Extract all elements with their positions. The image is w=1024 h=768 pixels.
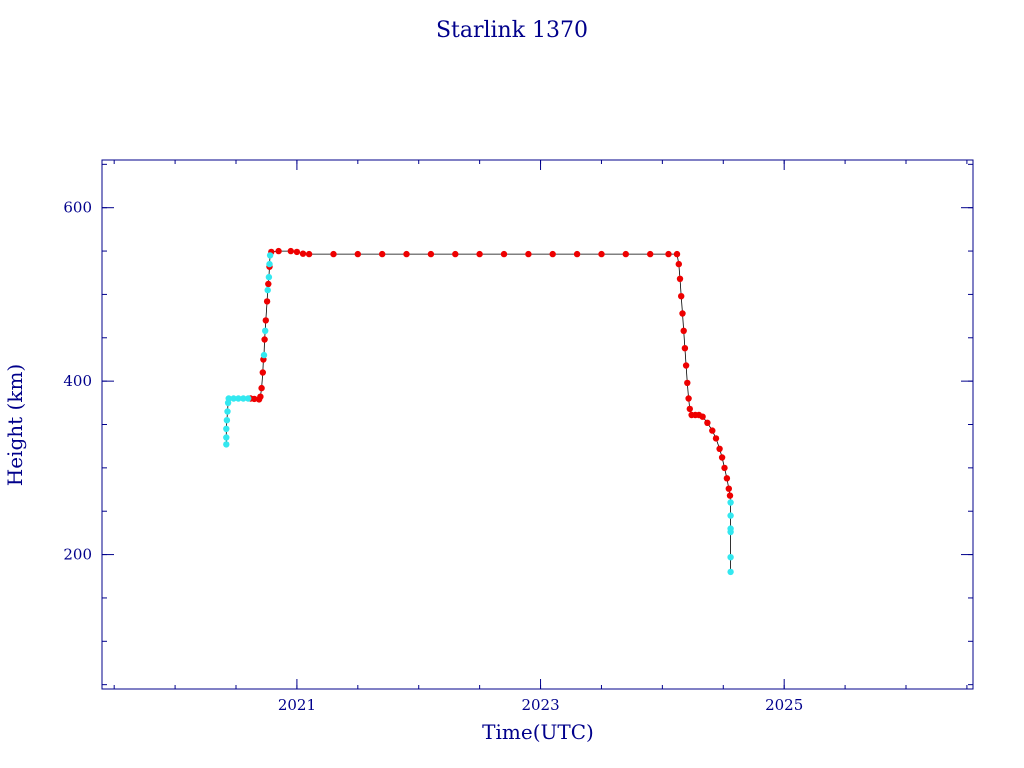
data-point bbox=[224, 417, 230, 423]
plot-border bbox=[102, 160, 973, 689]
data-point bbox=[647, 251, 653, 257]
data-point bbox=[681, 328, 687, 334]
data-point bbox=[574, 251, 580, 257]
data-point bbox=[727, 554, 733, 560]
data-point bbox=[525, 251, 531, 257]
x-axis-label: Time(UTC) bbox=[482, 720, 594, 744]
data-point bbox=[264, 298, 270, 304]
data-point bbox=[245, 395, 251, 401]
data-point bbox=[266, 261, 272, 267]
data-point bbox=[261, 352, 267, 358]
data-point bbox=[223, 434, 229, 440]
chart-title: Starlink 1370 bbox=[436, 18, 588, 43]
series-1 bbox=[223, 252, 734, 575]
data-point bbox=[716, 446, 722, 452]
data-point bbox=[262, 328, 268, 334]
data-point bbox=[727, 492, 733, 498]
data-point bbox=[685, 395, 691, 401]
data-point bbox=[266, 274, 272, 280]
data-point bbox=[288, 248, 294, 254]
data-point bbox=[260, 369, 266, 375]
data-point bbox=[452, 251, 458, 257]
data-point bbox=[727, 512, 733, 518]
minor-ticks bbox=[102, 160, 973, 689]
data-point bbox=[294, 249, 300, 255]
y-tick-label: 400 bbox=[63, 372, 92, 390]
y-tick-label: 200 bbox=[63, 546, 92, 564]
data-point bbox=[683, 362, 689, 368]
data-point bbox=[257, 394, 263, 400]
data-point bbox=[721, 465, 727, 471]
data-point bbox=[727, 529, 733, 535]
data-point bbox=[677, 276, 683, 282]
plot-frame bbox=[102, 160, 973, 689]
data-point bbox=[713, 435, 719, 441]
data-point bbox=[330, 251, 336, 257]
tick-labels: 2021 2023 2025 200 400 600 bbox=[63, 199, 803, 714]
data-point bbox=[678, 293, 684, 299]
series-0 bbox=[247, 248, 733, 499]
data-point bbox=[267, 252, 273, 258]
data-point bbox=[265, 287, 271, 293]
data-point bbox=[726, 486, 732, 492]
data-point bbox=[727, 569, 733, 575]
data-point bbox=[682, 345, 688, 351]
data-point bbox=[223, 426, 229, 432]
data-point bbox=[598, 251, 604, 257]
data-point bbox=[224, 408, 230, 414]
data-point bbox=[275, 248, 281, 254]
data-point bbox=[501, 251, 507, 257]
data-point bbox=[665, 251, 671, 257]
data-point bbox=[261, 336, 267, 342]
data-point bbox=[379, 251, 385, 257]
data-point bbox=[687, 406, 693, 412]
y-axis-label: Height (km) bbox=[3, 364, 27, 486]
x-tick-label: 2023 bbox=[521, 696, 559, 714]
data-point bbox=[223, 441, 229, 447]
data-point bbox=[724, 475, 730, 481]
data-point bbox=[403, 251, 409, 257]
data-point bbox=[263, 317, 269, 323]
data-point bbox=[727, 499, 733, 505]
data-points bbox=[223, 248, 734, 575]
data-point bbox=[476, 251, 482, 257]
trajectory-connector bbox=[226, 251, 730, 572]
data-point bbox=[550, 251, 556, 257]
data-point bbox=[704, 420, 710, 426]
data-point bbox=[265, 281, 271, 287]
data-point bbox=[300, 251, 306, 257]
data-point bbox=[674, 251, 680, 257]
data-point bbox=[258, 385, 264, 391]
data-point bbox=[428, 251, 434, 257]
trajectory-line bbox=[226, 251, 730, 572]
y-tick-label: 600 bbox=[63, 199, 92, 217]
data-point bbox=[679, 310, 685, 316]
major-ticks bbox=[102, 160, 973, 689]
data-point bbox=[699, 414, 705, 420]
data-point bbox=[676, 261, 682, 267]
data-point bbox=[684, 380, 690, 386]
data-point bbox=[623, 251, 629, 257]
data-point bbox=[306, 251, 312, 257]
x-tick-label: 2025 bbox=[765, 696, 803, 714]
data-point bbox=[355, 251, 361, 257]
data-point bbox=[719, 454, 725, 460]
x-tick-label: 2021 bbox=[278, 696, 316, 714]
data-point bbox=[709, 427, 715, 433]
